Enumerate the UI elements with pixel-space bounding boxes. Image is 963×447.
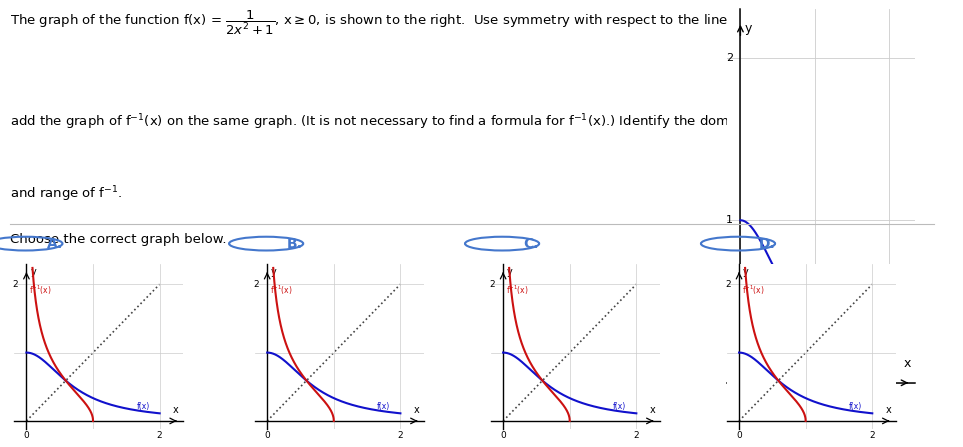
Text: A.: A. — [46, 236, 63, 251]
Text: 1: 1 — [726, 215, 733, 225]
Text: y: y — [508, 267, 513, 277]
Text: B.: B. — [287, 236, 303, 251]
Text: 2: 2 — [726, 53, 733, 63]
Text: f$^{-1}$(x): f$^{-1}$(x) — [742, 283, 765, 296]
Text: 2: 2 — [13, 280, 18, 289]
Text: The graph of the function f(x) = $\dfrac{1}{2x^2+1}$, x$\geq$0, is shown to the : The graph of the function f(x) = $\dfrac… — [10, 9, 785, 37]
Text: f$^{-1}$(x): f$^{-1}$(x) — [270, 283, 293, 296]
Text: 0: 0 — [264, 431, 270, 440]
Text: and range of f$^{-1}$.: and range of f$^{-1}$. — [10, 185, 122, 204]
Text: 0: 0 — [737, 404, 744, 414]
Text: 0: 0 — [736, 431, 742, 440]
Text: x: x — [413, 405, 419, 415]
Text: D.: D. — [759, 236, 776, 251]
Text: 2: 2 — [634, 431, 639, 440]
Text: x: x — [649, 405, 655, 415]
Text: add the graph of f$^{-1}$(x) on the same graph. (It is not necessary to find a f: add the graph of f$^{-1}$(x) on the same… — [10, 112, 749, 131]
Text: 2: 2 — [398, 431, 403, 440]
Text: y: y — [743, 267, 749, 277]
Text: f$^{-1}$(x): f$^{-1}$(x) — [506, 283, 529, 296]
Text: f(x): f(x) — [137, 402, 149, 411]
Text: 0: 0 — [23, 431, 29, 440]
Text: 0: 0 — [500, 431, 506, 440]
Text: 2: 2 — [885, 404, 893, 414]
Text: f(x): f(x) — [613, 402, 626, 411]
Text: 1: 1 — [811, 404, 819, 414]
Text: x: x — [172, 405, 178, 415]
Text: 2: 2 — [870, 431, 875, 440]
Text: f(x): f(x) — [377, 402, 390, 411]
Text: f$^{-1}$(x): f$^{-1}$(x) — [29, 283, 52, 296]
Text: x: x — [885, 405, 891, 415]
Text: Choose the correct graph below.: Choose the correct graph below. — [10, 232, 226, 246]
Text: y: y — [272, 267, 277, 277]
Text: 2: 2 — [489, 280, 495, 289]
Text: f(x): f(x) — [849, 402, 862, 411]
Text: 2: 2 — [253, 280, 259, 289]
Text: x: x — [903, 357, 911, 370]
Text: C.: C. — [523, 236, 538, 251]
Text: y: y — [31, 267, 37, 277]
Text: y: y — [744, 22, 752, 35]
Text: 2: 2 — [157, 431, 163, 440]
Text: 2: 2 — [725, 280, 731, 289]
